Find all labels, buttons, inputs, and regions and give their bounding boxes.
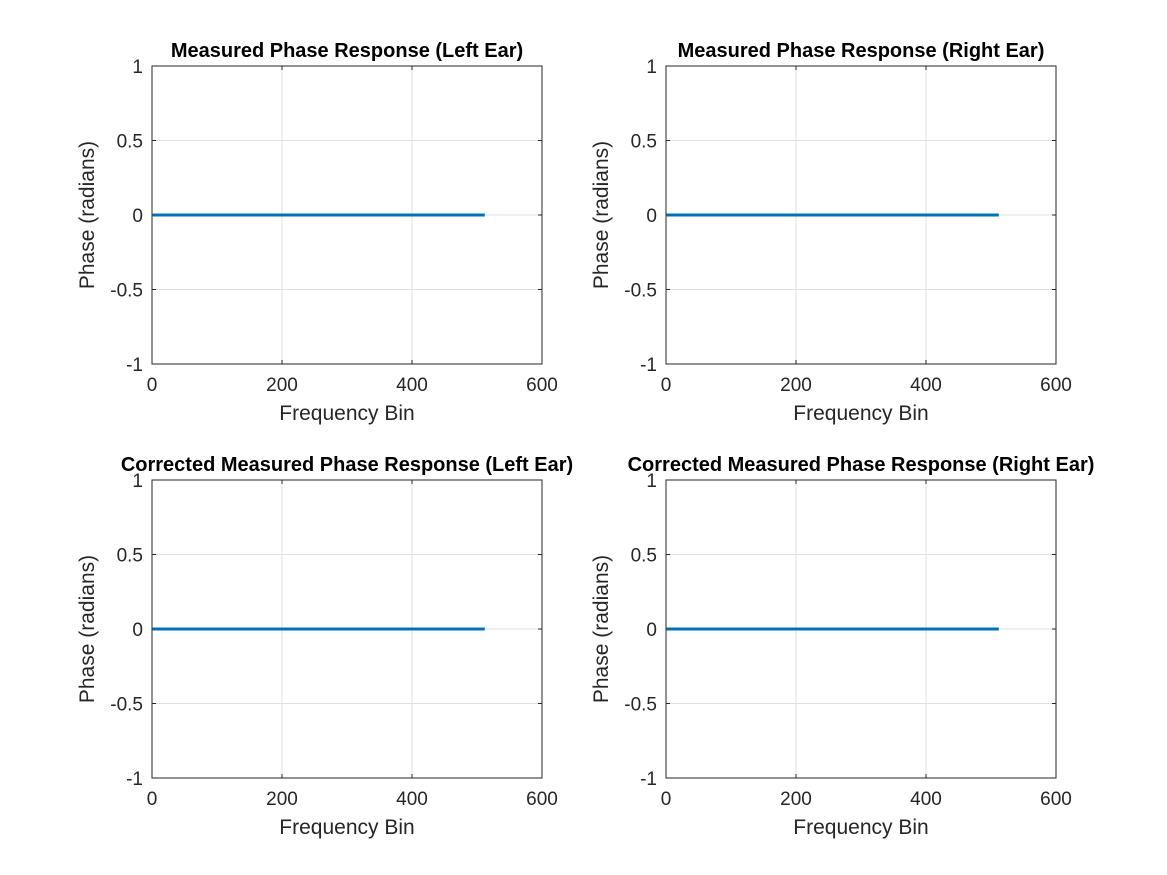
y-tick-label: 0.5 bbox=[117, 132, 143, 153]
y-tick-label: -0.5 bbox=[624, 695, 657, 716]
x-tick-label: 600 bbox=[526, 789, 558, 810]
y-axis-label: Phase (radians) bbox=[590, 141, 613, 289]
y-tick-label: 1 bbox=[132, 57, 143, 78]
x-tick-label: 600 bbox=[526, 375, 558, 396]
subplot-1: 0 200 400 600 -1 -0.5 0 0.5 1 Measured Phase Resp… bbox=[76, 40, 558, 425]
y-tick-label: -1 bbox=[640, 769, 657, 790]
y-tick-label: 0 bbox=[132, 206, 143, 227]
y-axis-label: Phase (radians) bbox=[590, 555, 613, 703]
x-tick-label: 0 bbox=[661, 789, 672, 810]
x-axis-label: Frequency Bin bbox=[279, 402, 414, 425]
x-tick-label: 400 bbox=[396, 375, 428, 396]
y-tick-label: -1 bbox=[126, 355, 143, 376]
chart-title: Measured Phase Response (Left Ear) bbox=[171, 40, 523, 62]
x-axis-label: Frequency Bin bbox=[793, 816, 928, 839]
x-tick-label: 200 bbox=[266, 789, 298, 810]
x-tick-label: 400 bbox=[396, 789, 428, 810]
chart-title: Corrected Measured Phase Response (Left … bbox=[121, 454, 573, 476]
y-tick-label: -0.5 bbox=[110, 281, 143, 302]
y-tick-label: 0 bbox=[646, 620, 657, 641]
x-tick-label: 0 bbox=[661, 375, 672, 396]
y-tick-label: 0.5 bbox=[631, 132, 657, 153]
y-tick-label: 1 bbox=[646, 471, 657, 492]
chart-title: Corrected Measured Phase Response (Right… bbox=[628, 454, 1095, 476]
subplot-2: 0 200 400 600 -1 -0.5 0 0.5 1 Measured Phase Resp… bbox=[590, 40, 1072, 425]
y-tick-label: -1 bbox=[640, 355, 657, 376]
y-tick-label: 0 bbox=[646, 206, 657, 227]
x-tick-label: 600 bbox=[1040, 789, 1072, 810]
x-tick-label: 200 bbox=[780, 375, 812, 396]
y-tick-label: 0.5 bbox=[117, 546, 143, 567]
chart-title: Measured Phase Response (Right Ear) bbox=[678, 40, 1045, 62]
x-axis-label: Frequency Bin bbox=[279, 816, 414, 839]
y-tick-label: 0 bbox=[132, 620, 143, 641]
y-axis-label: Phase (radians) bbox=[76, 141, 99, 289]
y-tick-label: 0.5 bbox=[631, 546, 657, 567]
y-tick-label: 1 bbox=[646, 57, 657, 78]
y-tick-label: -0.5 bbox=[624, 281, 657, 302]
x-tick-label: 0 bbox=[147, 375, 158, 396]
y-axis-label: Phase (radians) bbox=[76, 555, 99, 703]
x-tick-label: 200 bbox=[266, 375, 298, 396]
x-tick-label: 400 bbox=[910, 375, 942, 396]
x-tick-label: 0 bbox=[147, 789, 158, 810]
x-axis-label: Frequency Bin bbox=[793, 402, 928, 425]
y-tick-label: -1 bbox=[126, 769, 143, 790]
y-tick-label: -0.5 bbox=[110, 695, 143, 716]
x-tick-label: 200 bbox=[780, 789, 812, 810]
x-tick-label: 400 bbox=[910, 789, 942, 810]
x-tick-label: 600 bbox=[1040, 375, 1072, 396]
y-tick-label: 1 bbox=[132, 471, 143, 492]
